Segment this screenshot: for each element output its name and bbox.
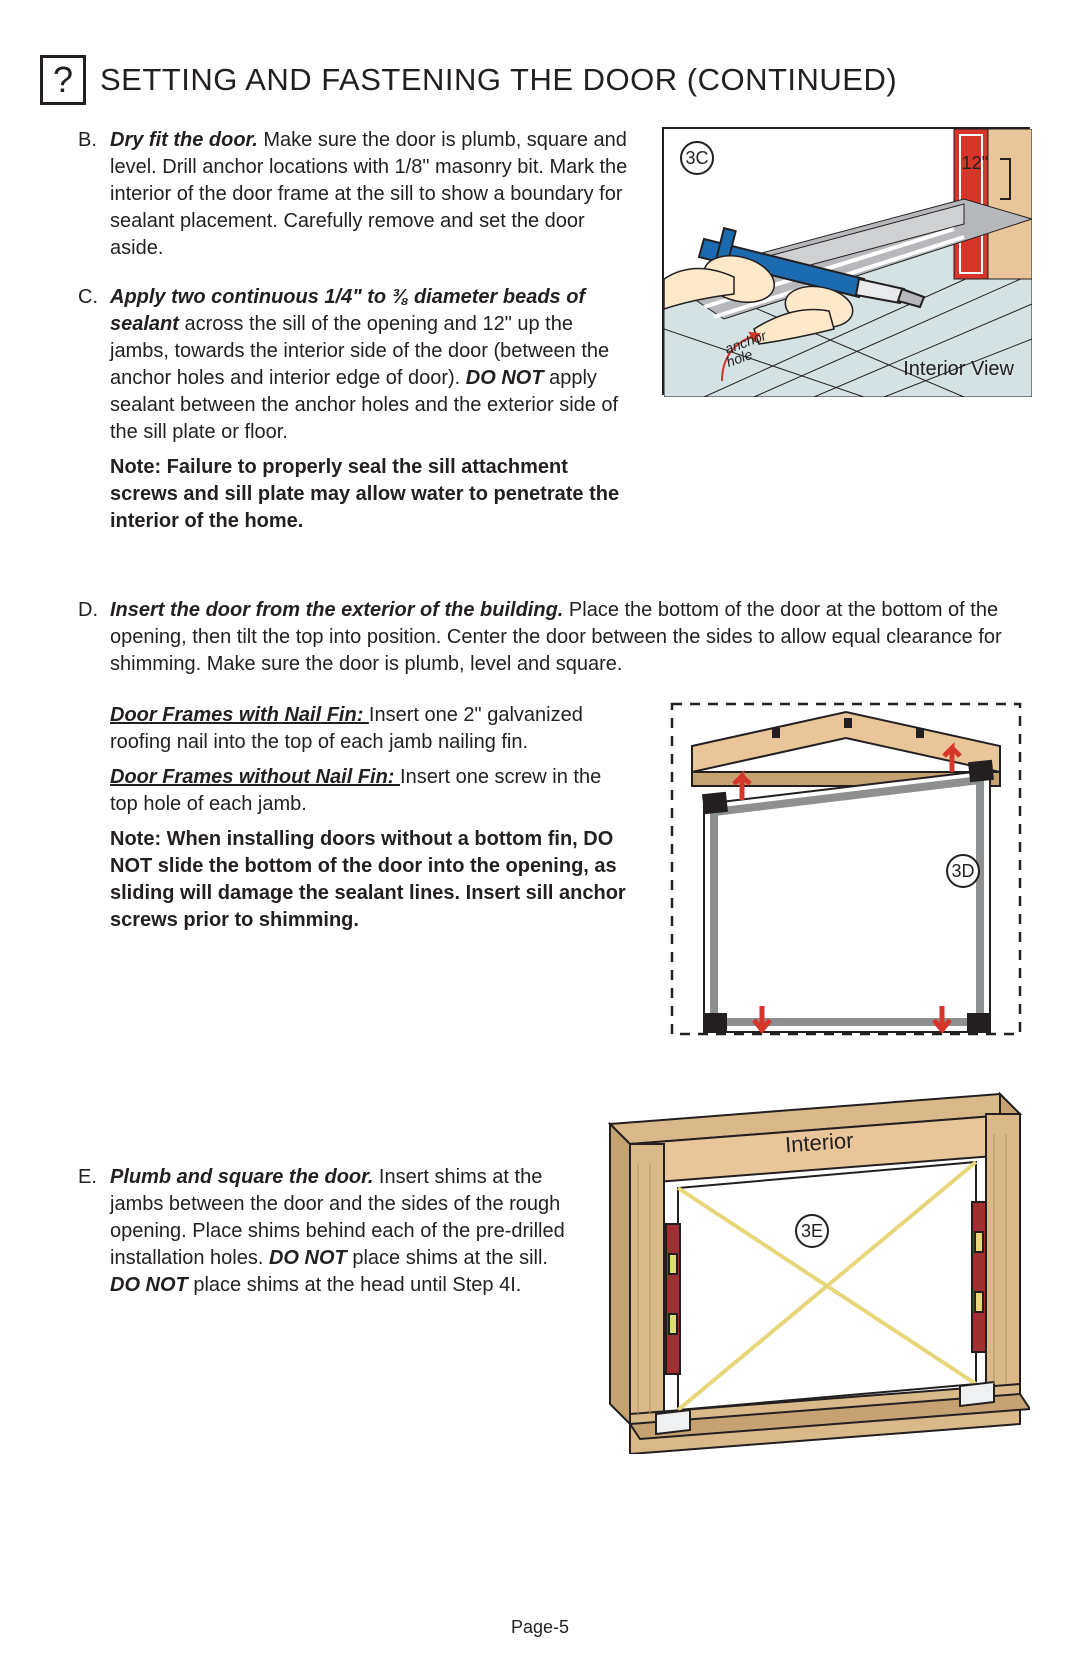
step-c: C. Apply two continuous 1/4" to ⅜ diamet… — [110, 284, 634, 535]
donot: DO NOT — [466, 367, 544, 389]
step-marker: C. — [78, 284, 98, 311]
figure-3e: Interior 3E — [600, 1084, 1030, 1454]
step-e: E. Plumb and square the door. Insert shi… — [110, 1164, 572, 1299]
page-heading: ? SETTING AND FASTENING THE DOOR (CONTIN… — [40, 55, 1030, 105]
dimension-label: 12" — [962, 151, 988, 175]
interior-label: Interior — [784, 1126, 854, 1160]
figure-label: 3E — [795, 1214, 829, 1248]
step-d-note: Note: When installing doors without a bo… — [110, 826, 634, 934]
step-d-p3: Door Frames without Nail Fin: Insert one… — [110, 764, 634, 818]
figure-label: 3D — [946, 854, 980, 888]
step-lead: Plumb and square the door. — [110, 1166, 373, 1188]
step-b: B. Dry fit the door. Make sure the door … — [110, 127, 634, 262]
figure-label: 3C — [680, 141, 714, 175]
step-number-icon: ? — [40, 55, 86, 105]
step-note: Note: Failure to properly seal the sill … — [110, 454, 634, 535]
step-body: place shims at the sill. — [347, 1247, 548, 1269]
heading-text: SETTING AND FASTENING THE DOOR (CONTINUE… — [100, 59, 897, 101]
figure-3d: 3D — [662, 694, 1030, 1044]
step-lead: Dry fit the door. — [110, 129, 258, 151]
step-marker: E. — [78, 1164, 97, 1191]
figure-caption: Interior View — [903, 356, 1014, 383]
step-d-p2: Door Frames with Nail Fin: Insert one 2"… — [110, 702, 634, 756]
sub-lead: Door Frames without Nail Fin: — [110, 766, 400, 788]
step-marker: B. — [78, 127, 97, 154]
donot: DO NOT — [110, 1274, 188, 1296]
figure-3c: 3C 12" anchor hole Interior View — [662, 127, 1030, 395]
sub-lead: Door Frames with Nail Fin: — [110, 704, 369, 726]
donot: DO NOT — [269, 1247, 347, 1269]
step-marker: D. — [78, 597, 98, 624]
step-d: D. Insert the door from the exterior of … — [110, 597, 1030, 678]
step-lead: Insert the door from the exterior of the… — [110, 599, 563, 621]
page-footer: Page-5 — [0, 1615, 1080, 1639]
step-body: place shims at the head until Step 4I. — [188, 1274, 522, 1296]
